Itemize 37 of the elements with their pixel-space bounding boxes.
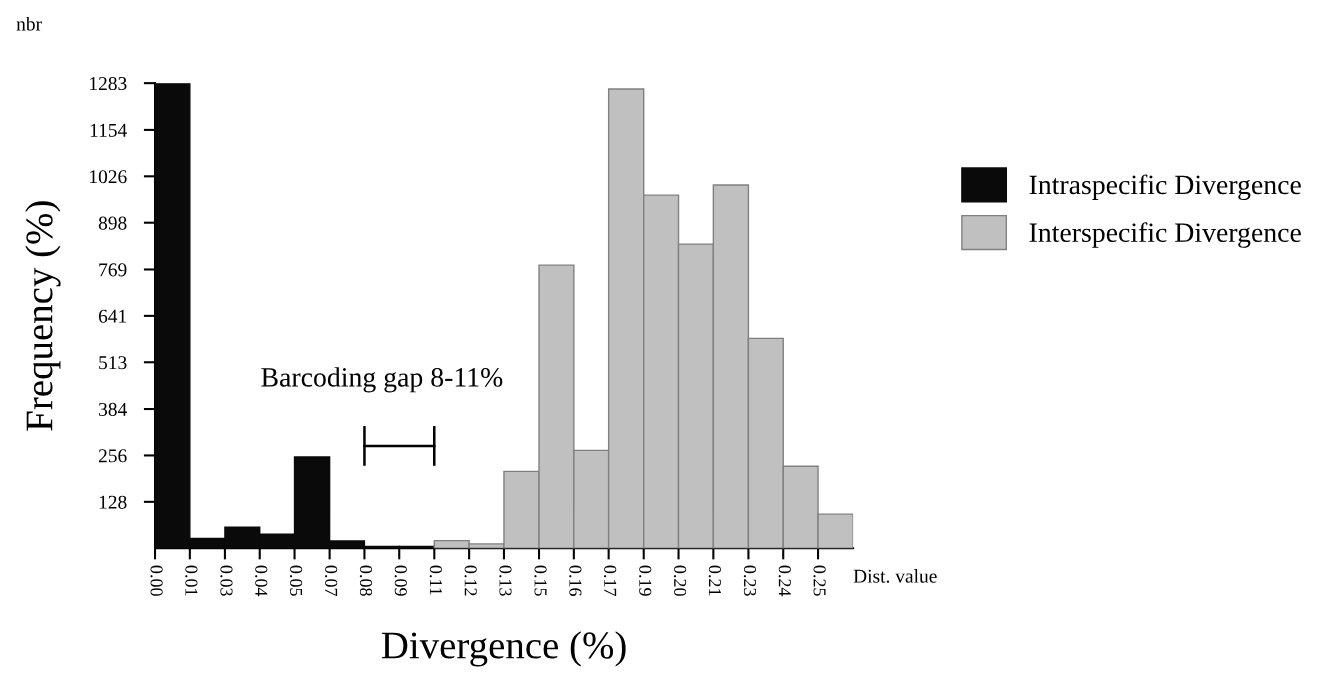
x-tick-label: 0.25 [813, 565, 826, 596]
y-tick-label: 898 [98, 216, 127, 230]
y-tick-label: 384 [99, 402, 127, 416]
y-tick-label: 769 [99, 263, 127, 277]
y-tick-label: 1026 [90, 170, 127, 184]
x-tick-label: 0.05 [289, 565, 303, 596]
x-tick-label: 0.20 [673, 565, 687, 596]
x-tick-label: 0.11 [429, 565, 442, 595]
x-tick-label: 0.16 [569, 565, 582, 596]
x-tick-label: 0.23 [743, 565, 757, 596]
y-axis-title: Frequency (%) [25, 201, 61, 431]
x-tick-label: 0.13 [499, 565, 512, 596]
x-tick-label: 0.17 [604, 565, 617, 596]
x-tick-label: 0.19 [639, 565, 652, 596]
y-tick-label: 513 [99, 356, 127, 370]
text: Dist. value [853, 569, 937, 583]
y-tick-label: 1154 [90, 123, 127, 137]
x-tick-label: 0.08 [359, 565, 373, 596]
x-tick-label: 0.09 [394, 565, 407, 596]
x-tick-label: 0.15 [534, 565, 547, 596]
x-tick-label: 0.12 [464, 565, 477, 596]
y-tick-label: 1283 [90, 76, 127, 91]
y-tick-label: 641 [98, 309, 127, 323]
x-tick-label: 0.00 [150, 565, 163, 596]
x-tick-label: 0.21 [708, 565, 722, 596]
x-tick-label: 0.07 [325, 565, 338, 596]
annotation: Barcoding gap 8-11% [261, 367, 503, 393]
x-tick-label: 0.04 [255, 565, 268, 597]
legend-label: Interspecific Divergence [1029, 222, 1301, 248]
x-axis-title: Divergence (%) [381, 631, 626, 667]
y-tick-label: 256 [98, 449, 127, 463]
x-tick-label: 0.01 [185, 565, 198, 596]
legend-label: Intraspecific Divergence [1029, 174, 1301, 200]
y-tick-label: 128 [99, 495, 127, 509]
x-tick-label: 0.24 [778, 565, 791, 597]
x-tick-label: 0.03 [220, 565, 233, 596]
text: nbr [16, 16, 42, 31]
